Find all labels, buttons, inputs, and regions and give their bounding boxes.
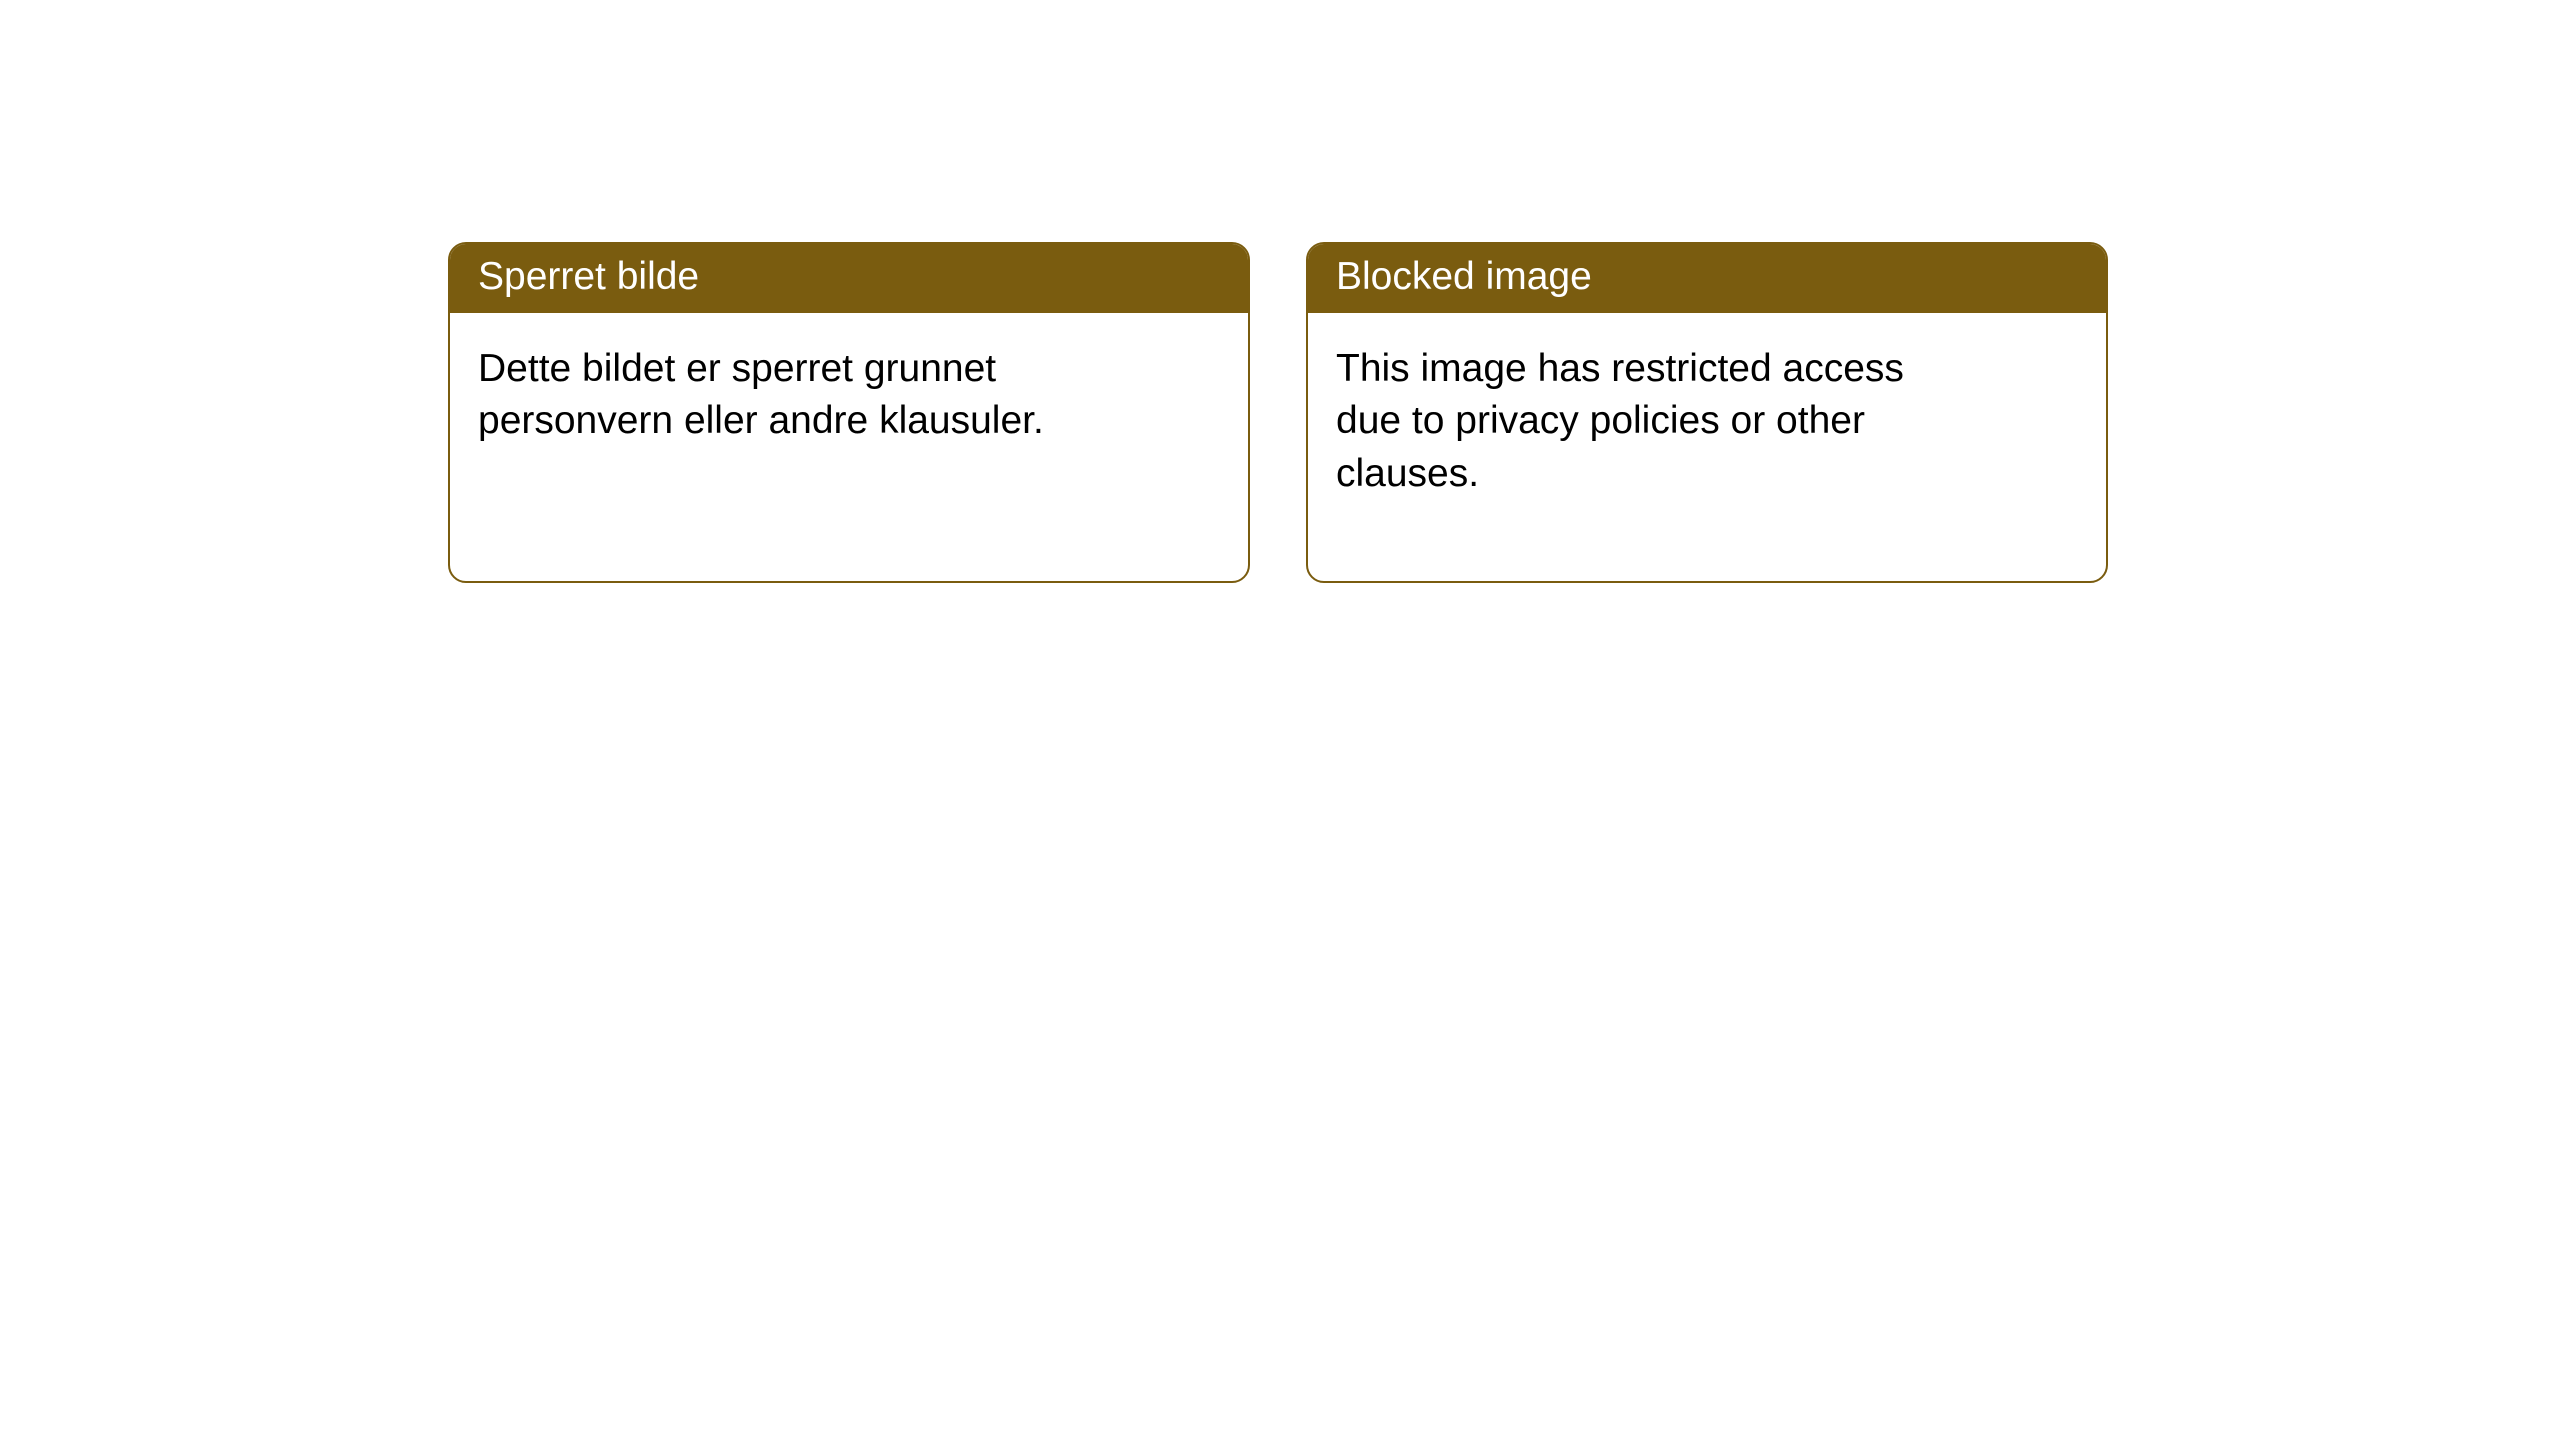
notice-card-english: Blocked image This image has restricted … (1306, 242, 2108, 583)
notice-card-norwegian: Sperret bilde Dette bildet er sperret gr… (448, 242, 1250, 583)
notice-body: Dette bildet er sperret grunnet personve… (450, 313, 1130, 528)
notice-container: Sperret bilde Dette bildet er sperret gr… (448, 242, 2108, 583)
notice-header: Sperret bilde (450, 244, 1248, 313)
notice-header: Blocked image (1308, 244, 2106, 313)
notice-body: This image has restricted access due to … (1308, 313, 1988, 581)
